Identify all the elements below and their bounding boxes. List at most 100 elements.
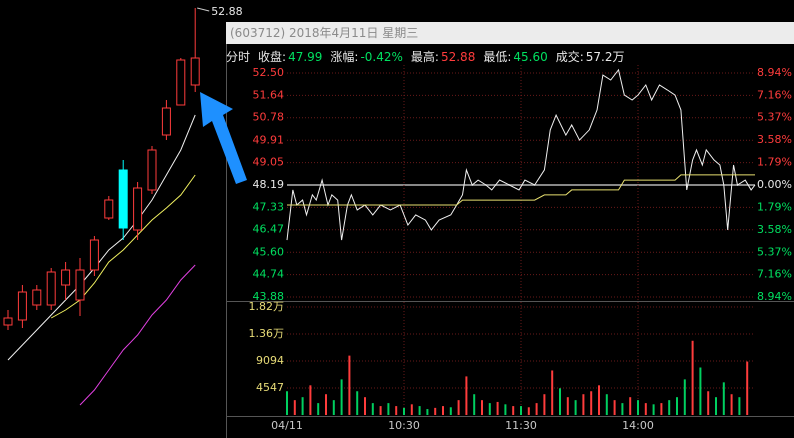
volume-bar	[629, 397, 632, 415]
volume-bar	[403, 407, 405, 415]
y2-tick-label: 5.37%	[757, 111, 792, 124]
candle-body	[190, 57, 200, 86]
field-value: 52.88	[440, 50, 476, 64]
field-value: 45.60	[513, 50, 548, 64]
volume-bar	[582, 394, 585, 415]
volume-bar	[364, 397, 366, 415]
y-tick-label: 45.60	[253, 245, 285, 258]
volume-bar	[527, 407, 530, 415]
volume-bar	[434, 407, 437, 415]
y2-tick-label: 0.00%	[757, 178, 792, 191]
volume-bar	[699, 367, 702, 415]
volume-bar	[668, 400, 671, 415]
price-line	[286, 68, 756, 241]
volume-bar	[332, 400, 335, 415]
volume-bar	[410, 404, 413, 415]
volume-bar	[535, 403, 538, 415]
volume-bar	[551, 370, 554, 415]
volume-bar	[746, 361, 749, 415]
y2-tick-label: 8.94%	[757, 66, 792, 79]
volume-bar	[356, 391, 359, 415]
field-value: -0.42%	[360, 50, 403, 64]
volume-bar	[683, 379, 686, 415]
candle-body	[133, 187, 143, 231]
volume-bar	[301, 397, 304, 415]
volume-bar	[613, 400, 616, 415]
x-tick-label: 10:30	[388, 419, 420, 432]
volume-bar	[449, 407, 452, 415]
volume-bar	[722, 382, 725, 415]
y-tick-label: 1.82万	[249, 300, 285, 313]
field-label: 最低:	[483, 50, 512, 64]
y-tick-label: 43.88	[253, 290, 285, 303]
volume-bar	[652, 404, 655, 415]
candle-body	[104, 199, 114, 219]
x-tick-label: 11:30	[505, 419, 537, 432]
y-tick-label: 44.74	[253, 268, 285, 281]
field-label: 成交:	[555, 50, 584, 64]
field-label: 收盘:	[258, 50, 287, 64]
volume-bar	[395, 406, 398, 415]
field-label: 最高:	[410, 50, 439, 64]
field-value: 47.99	[288, 50, 323, 64]
volume-bar	[309, 385, 312, 415]
y-tick-label: 9094	[256, 354, 284, 367]
y-tick-label: 49.05	[253, 156, 285, 169]
candle-body	[61, 269, 71, 286]
volume-bar	[676, 397, 678, 415]
volume-bar	[387, 403, 390, 415]
volume-bar	[707, 391, 710, 415]
candle-body	[3, 317, 13, 326]
volume-bar	[621, 403, 624, 415]
volume-bar	[293, 400, 296, 415]
y2-tick-label: 3.58%	[757, 223, 792, 236]
volume-bar	[442, 406, 444, 415]
moving-average	[50, 174, 196, 319]
volume-bar	[598, 385, 600, 415]
moving-average	[7, 114, 196, 361]
mode-label: 分时	[226, 50, 251, 64]
y-tick-label: 46.47	[253, 223, 285, 236]
volume-bar	[730, 394, 733, 415]
volume-bar	[457, 400, 460, 415]
y2-tick-label: 1.79%	[757, 200, 792, 213]
volume-bar	[715, 397, 717, 415]
candle-body	[147, 149, 157, 191]
volume-bar	[512, 406, 515, 415]
y2-tick-label: 7.16%	[757, 88, 792, 101]
candle-body	[118, 169, 128, 229]
candle-body	[89, 239, 99, 271]
field-value: 57.2万	[585, 50, 625, 64]
volume-bar	[488, 403, 491, 415]
y-tick-label: 4547	[256, 381, 284, 394]
volume-bar	[520, 406, 522, 415]
volume-bar	[590, 391, 593, 415]
volume-bar	[465, 376, 468, 415]
volume-bar	[691, 340, 694, 415]
y-tick-label: 47.33	[253, 200, 285, 213]
chart-title: (603712) 2018年4月11日 星期三	[226, 22, 794, 44]
field-label: 涨幅:	[330, 50, 359, 64]
volume-bar	[473, 394, 476, 415]
volume-bar	[426, 409, 429, 415]
candle-body	[32, 289, 42, 306]
panel	[226, 44, 794, 438]
x-tick-label: 04/11	[271, 419, 303, 432]
candle-body	[161, 107, 171, 136]
annotation-arrow	[197, 7, 210, 12]
volume-bar	[660, 403, 663, 415]
y2-tick-label: 1.79%	[757, 156, 792, 169]
volume-bar	[637, 400, 639, 415]
price-line	[287, 174, 755, 206]
y-tick-label: 50.78	[253, 111, 285, 124]
volume-bar	[574, 400, 577, 415]
moving-average	[79, 264, 196, 406]
y2-tick-label: 8.94%	[757, 290, 792, 303]
y-tick-label: 48.19	[253, 178, 285, 191]
volume-bar	[504, 404, 507, 415]
pointer-arrow	[200, 92, 247, 184]
volume-bar	[340, 379, 343, 415]
